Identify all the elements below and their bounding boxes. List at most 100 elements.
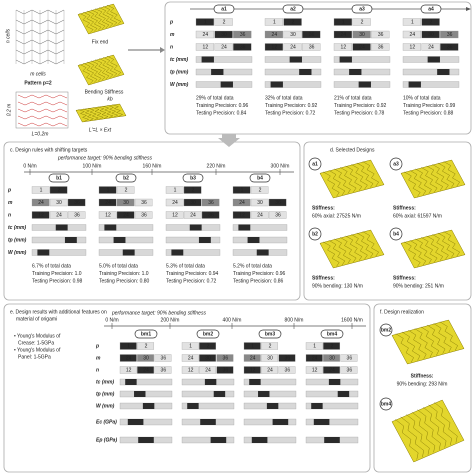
option-cell (201, 211, 220, 219)
note: • Young's Modulus of (14, 333, 61, 339)
option-label: 24 (250, 355, 256, 361)
option-label: 30 (290, 32, 296, 38)
option-cell (49, 211, 68, 219)
origami (319, 229, 385, 269)
fold-line (404, 171, 421, 197)
range-bar (119, 378, 173, 386)
option-cell (283, 43, 302, 51)
option-label: 1 (174, 187, 177, 193)
option-label: 36 (223, 367, 229, 373)
option-label: 12 (239, 212, 245, 218)
crease-pattern (17, 115, 68, 120)
design-badge (389, 227, 403, 241)
design-id: bm3 (265, 331, 276, 337)
fold-line (439, 321, 458, 351)
range-bar (243, 390, 297, 398)
row-label: tc (mm) (170, 57, 188, 63)
option-label: 36 (447, 44, 453, 50)
option-cell (305, 354, 323, 362)
option-label: 30 (359, 32, 365, 38)
option-label: 30 (123, 200, 129, 206)
option-label: 24 (267, 367, 273, 373)
design-badge (351, 4, 373, 14)
option-label: 24 (205, 367, 211, 373)
option-label: 24 (257, 212, 263, 218)
stiffness-heading: Stiffness: (312, 205, 335, 211)
axis-label: 220 N/m (207, 163, 226, 169)
option-label: 36 (347, 367, 353, 373)
option-cell (340, 366, 358, 374)
range-bar (181, 436, 235, 444)
option-cell (119, 354, 137, 362)
fold-line (339, 167, 357, 193)
option-cell (233, 30, 252, 39)
option-label: 24 (126, 355, 132, 361)
option-cell (250, 198, 269, 207)
origami (319, 159, 385, 199)
option-label: 36 (309, 32, 315, 38)
option-cell (264, 30, 284, 39)
stiffness-value: 90% bending: 251 N/m (393, 283, 444, 289)
sheet-outline (15, 91, 69, 129)
option-cell (352, 30, 371, 39)
range-bar (305, 402, 359, 410)
option-label: 1 (204, 19, 207, 25)
option-cell (232, 211, 251, 219)
fold-line (91, 60, 106, 81)
option-label: 24 (410, 32, 416, 38)
design-stat: Training Precision: 0.96 (233, 271, 286, 277)
option-label: 36 (347, 355, 353, 361)
option-cell (195, 30, 215, 39)
range-selected (127, 419, 144, 425)
design-stat: Testing Precision: 0.72 (265, 110, 316, 116)
option-cell (98, 186, 117, 194)
design-id: b2 (123, 175, 129, 181)
design-id: b1 (56, 175, 62, 181)
fold-line (420, 326, 440, 356)
option-cell (181, 354, 199, 362)
option-cell (440, 43, 459, 51)
option-cell (49, 186, 68, 194)
option-cell (250, 186, 269, 194)
range-bar (232, 236, 288, 244)
option-cell (137, 354, 155, 362)
design-id: a3 (359, 6, 365, 12)
fold-line (432, 164, 449, 190)
fold-line (409, 170, 427, 196)
option-cell (165, 186, 184, 194)
design-stat: Training Precision: 0.92 (265, 103, 318, 109)
option-cell (261, 366, 279, 374)
design-stat: Training Precision: 0.94 (166, 271, 219, 277)
fold-line (415, 238, 432, 264)
option-label: 24 (272, 32, 278, 38)
option-cell (214, 18, 233, 26)
range-selected (211, 69, 224, 75)
fold-line (400, 416, 424, 458)
design-id: bm4 (381, 401, 392, 407)
fold-line (87, 10, 102, 31)
option-label: 30 (205, 355, 211, 361)
stiffness-heading: Stiffness: (312, 275, 335, 281)
fold-line (79, 13, 94, 33)
option-cell (421, 30, 440, 39)
range-bar (98, 224, 154, 231)
range-bar (305, 418, 359, 426)
stiffness-heading: Stiffness: (393, 205, 416, 211)
option-label: 24 (172, 200, 178, 206)
option-cell (183, 198, 202, 207)
fold-line (427, 324, 446, 354)
option-cell (134, 211, 153, 219)
design-stat: 5.2% of total data (233, 263, 272, 269)
fold-line (87, 61, 102, 82)
fold-line (409, 240, 427, 266)
range-bar (402, 81, 460, 88)
option-cell (305, 366, 323, 374)
row-label: m (170, 32, 175, 38)
panel-c-frame (3, 141, 301, 301)
option-label: 24 (428, 44, 434, 50)
range-selected (313, 419, 330, 425)
row-label: p (7, 187, 11, 193)
design-stat: Testing Precision: 0.88 (403, 110, 454, 116)
option-cell (199, 354, 217, 362)
option-label: 24 (188, 355, 194, 361)
